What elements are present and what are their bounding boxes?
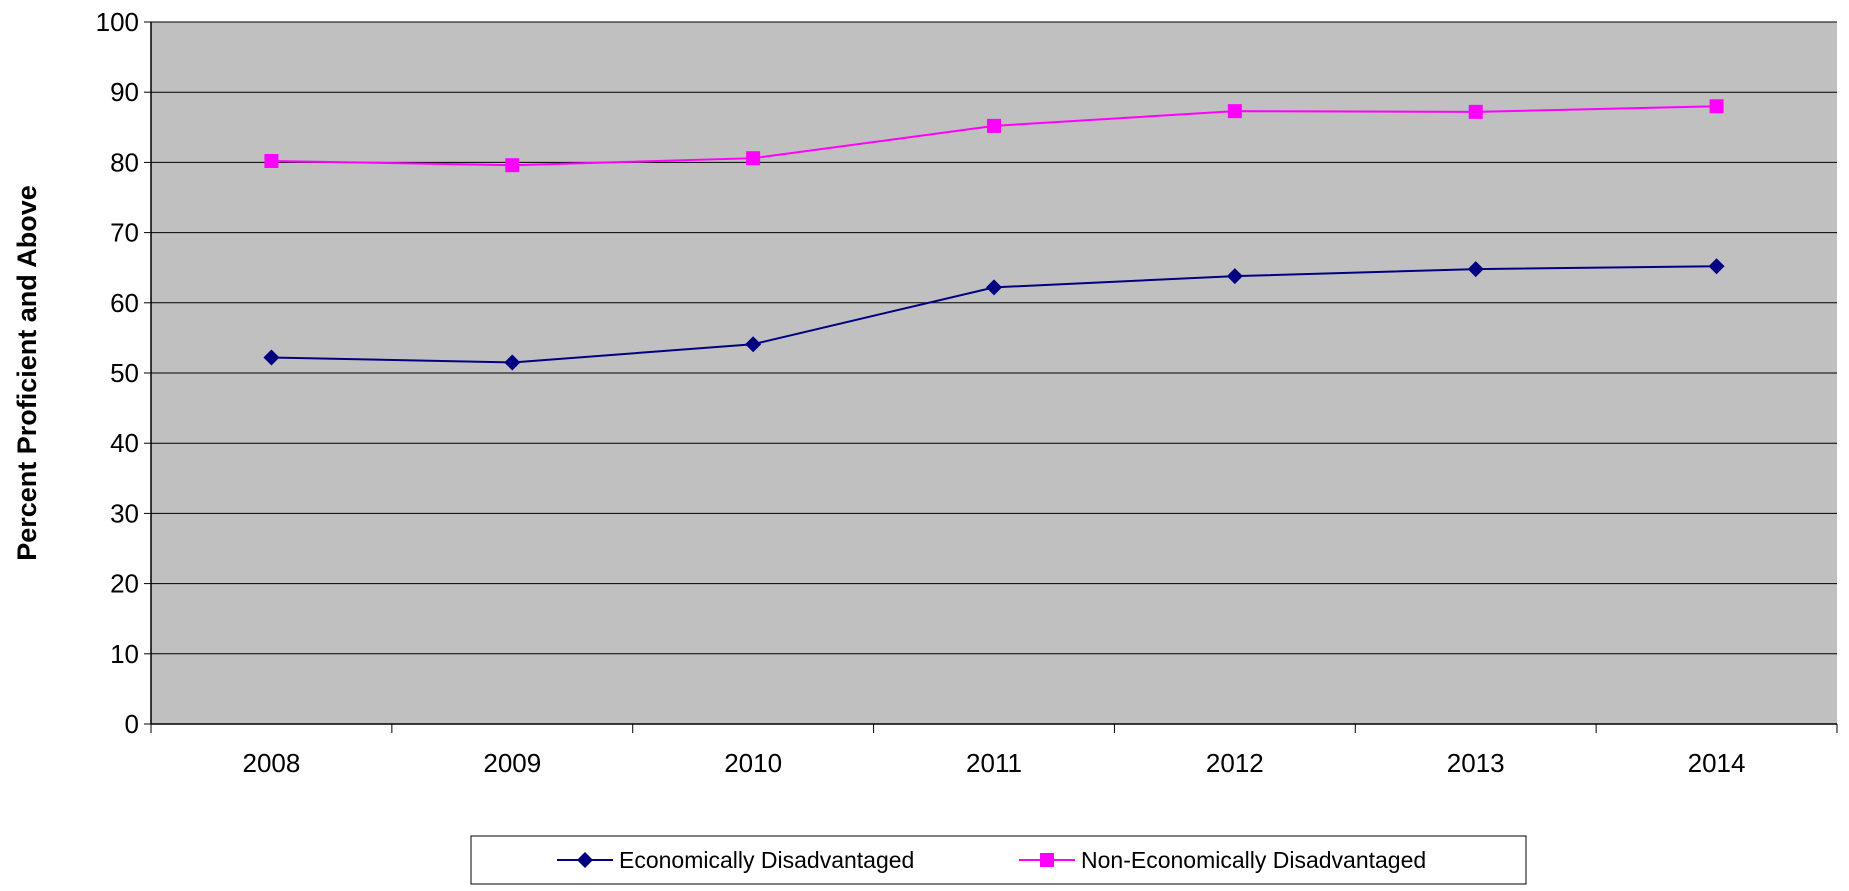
y-tick-label: 70: [110, 218, 139, 248]
data-point: [745, 336, 762, 353]
y-tick-labels: 0 10 20 30 40 50 60 70 80 90 100: [96, 7, 139, 739]
x-tick-label: 2012: [1206, 748, 1264, 778]
data-point: [504, 354, 521, 371]
y-tick-label: 100: [96, 7, 139, 37]
y-tick-label: 60: [110, 288, 139, 318]
data-point: [1227, 104, 1242, 119]
y-tick-label: 80: [110, 147, 139, 177]
y-tick-label: 20: [110, 569, 139, 599]
gridlines: [151, 21, 1837, 655]
data-point: [987, 118, 1001, 133]
y-tick-label: 50: [110, 358, 139, 388]
legend-entry: Non-Economically Disadvantaged: [1019, 847, 1426, 873]
data-point: [1468, 104, 1483, 119]
x-tick-label: 2009: [483, 748, 541, 778]
data-point: [1467, 261, 1484, 278]
y-tick-label: 0: [125, 709, 139, 739]
y-tick-label: 10: [110, 639, 139, 669]
x-tick-label: 2011: [966, 748, 1022, 778]
data-point: [746, 151, 761, 166]
legend-label: Economically Disadvantaged: [619, 847, 914, 873]
x-tick-label: 2014: [1688, 748, 1746, 778]
series-2: [264, 99, 1724, 173]
y-axis-title: Percent Proficient and Above: [12, 185, 42, 561]
y-tick-label: 90: [110, 77, 139, 107]
series-1: [263, 258, 1725, 371]
data-point: [505, 158, 520, 173]
axes: [144, 21, 1838, 733]
series-layer: [263, 99, 1725, 371]
y-tick-label: 30: [110, 498, 139, 528]
legend-entry: Economically Disadvantaged: [557, 847, 914, 873]
data-point: [1226, 268, 1243, 285]
data-point: [264, 153, 279, 168]
x-tick-label: 2010: [724, 748, 782, 778]
data-point: [986, 279, 1002, 296]
legend-box: [470, 835, 1527, 885]
legend-label: Non-Economically Disadvantaged: [1081, 847, 1426, 873]
data-point: [1708, 258, 1725, 275]
x-tick-labels: 2008 2009 2010 2011 2012 2013 2014: [243, 748, 1746, 778]
data-point: [1709, 99, 1724, 114]
data-point: [263, 349, 280, 366]
legend-marker: [1040, 853, 1054, 867]
y-tick-label: 40: [110, 428, 139, 458]
x-tick-label: 2013: [1447, 748, 1505, 778]
legend-marker: [577, 852, 593, 868]
legend: Economically Disadvantaged Non-Economical…: [470, 835, 1527, 885]
x-tick-label: 2008: [243, 748, 301, 778]
